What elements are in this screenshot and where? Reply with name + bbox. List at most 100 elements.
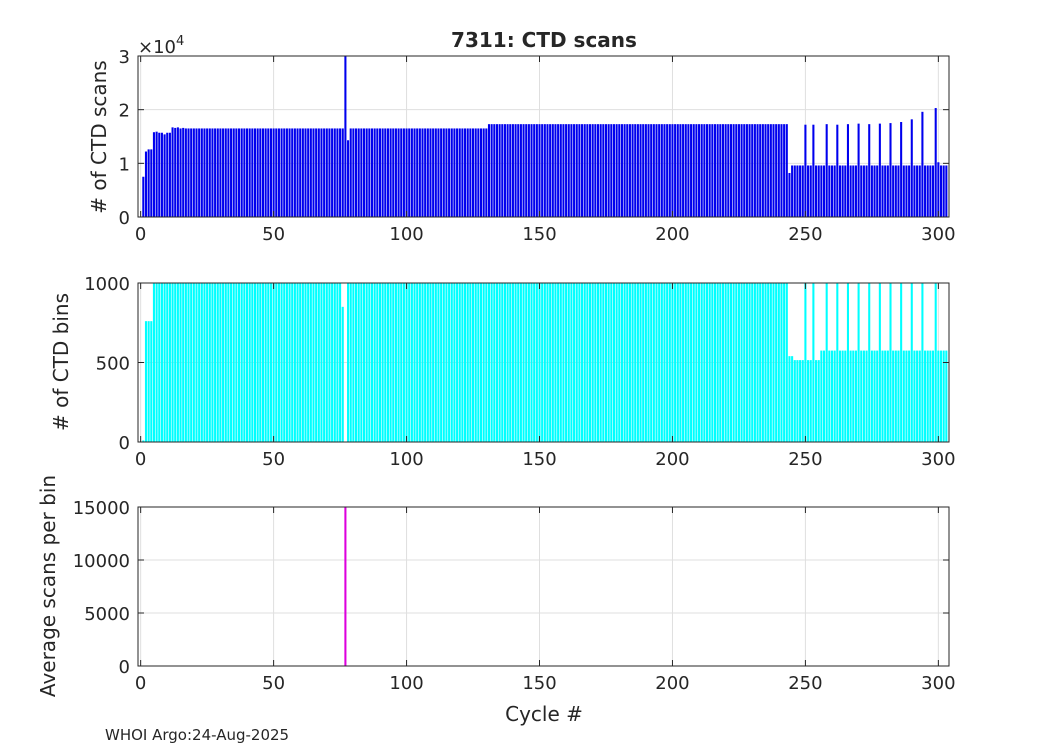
ctd-scans-bar bbox=[937, 162, 940, 217]
ctd-scans-bar bbox=[389, 128, 392, 217]
ctd-bins-bar bbox=[267, 283, 270, 442]
ctd-scans-bar bbox=[663, 124, 666, 217]
ctd-bins-bar bbox=[365, 283, 368, 442]
ctd-scans-xtick-label: 200 bbox=[655, 224, 689, 245]
ctd-scans-bar bbox=[892, 165, 895, 217]
ctd-scans-bar bbox=[384, 128, 387, 217]
ctd-bins-bar bbox=[272, 283, 275, 442]
ctd-bins-bar bbox=[222, 283, 225, 442]
ctd-scans-bar bbox=[607, 124, 610, 217]
ctd-bins-bar bbox=[299, 283, 302, 442]
ctd-scans-bar bbox=[623, 124, 626, 217]
ctd-bins-bar bbox=[588, 283, 592, 442]
ctd-scans-bar bbox=[312, 128, 315, 217]
ctd-bins-bar bbox=[285, 283, 288, 442]
ctd-scans-bar bbox=[628, 124, 631, 217]
ctd-scans-bar bbox=[479, 128, 483, 217]
ctd-scans-bar bbox=[368, 128, 371, 217]
ctd-bins-bar bbox=[331, 283, 334, 442]
ctd-bins-bar bbox=[671, 283, 674, 442]
ctd-bins-bar bbox=[549, 283, 552, 442]
ctd-scans-bar bbox=[743, 124, 746, 217]
ctd-scans-bar bbox=[942, 165, 945, 217]
ctd-scans-bar bbox=[251, 128, 254, 217]
ctd-scans-bar bbox=[485, 128, 488, 217]
ctd-bins-bar bbox=[530, 283, 533, 442]
ctd-bins-bar bbox=[179, 283, 182, 442]
ctd-scans-bar bbox=[261, 128, 265, 217]
ctd-scans-bar bbox=[283, 128, 286, 217]
ctd-bins-bar bbox=[450, 283, 453, 442]
ctd-scans-bar bbox=[751, 124, 754, 217]
ctd-bins-bar bbox=[339, 283, 342, 442]
ctd-scans-bar bbox=[711, 124, 714, 217]
ctd-bins-bar bbox=[793, 360, 796, 442]
ctd-scans-bar bbox=[413, 128, 416, 217]
ctd-bins-bar bbox=[416, 283, 419, 442]
ctd-scans-bar bbox=[764, 124, 767, 217]
ctd-bins-bar bbox=[495, 283, 499, 442]
scans-per-bin-xtick-label: 150 bbox=[522, 673, 556, 694]
ctd-bins-bar bbox=[485, 283, 488, 442]
footer-credit: WHOI Argo:24-Aug-2025 bbox=[105, 726, 289, 744]
ctd-bins-xtick-label: 50 bbox=[262, 449, 285, 470]
ctd-bins-bar bbox=[304, 283, 307, 442]
ctd-bins-bar bbox=[506, 283, 509, 442]
ctd-scans-bar bbox=[408, 128, 411, 217]
ctd-scans-bar bbox=[562, 124, 565, 217]
ctd-bins-bar bbox=[235, 283, 238, 442]
ctd-bins-bar bbox=[535, 283, 538, 442]
ctd-scans-bar bbox=[578, 124, 581, 217]
ctd-bins-bar bbox=[838, 350, 842, 442]
ctd-bins-bar bbox=[477, 283, 480, 442]
ctd-scans-bar bbox=[517, 124, 520, 217]
ctd-bins-ylabel: # of CTD bins bbox=[49, 293, 73, 431]
ctd-bins-bar bbox=[511, 283, 514, 442]
ctd-bins-bar bbox=[849, 350, 852, 442]
ctd-bins-bar bbox=[437, 283, 440, 442]
ctd-scans-bar bbox=[894, 165, 897, 217]
ctd-bins-bar bbox=[538, 283, 541, 442]
ctd-scans-bar bbox=[676, 124, 679, 217]
ctd-bins-bar bbox=[942, 350, 945, 442]
ctd-bins-bar bbox=[426, 283, 429, 442]
ctd-scans-bar bbox=[357, 128, 360, 217]
ctd-scans-exponent-power: 4 bbox=[176, 34, 184, 49]
ctd-scans-bar bbox=[615, 124, 618, 217]
ctd-bins-bar bbox=[809, 360, 812, 442]
ctd-scans-bar bbox=[232, 128, 235, 217]
ctd-bins-bar bbox=[408, 283, 411, 442]
ctd-scans-bar bbox=[176, 127, 179, 217]
ctd-bins-bar bbox=[421, 283, 424, 442]
ctd-bins-bar bbox=[551, 283, 554, 442]
ctd-scans-bar bbox=[788, 172, 791, 217]
ctd-bins-bar bbox=[198, 283, 201, 442]
ctd-scans-bar bbox=[272, 128, 275, 217]
ctd-bins-bar bbox=[517, 283, 520, 442]
ctd-scans-bar bbox=[533, 124, 536, 217]
ctd-scans-bar bbox=[878, 123, 881, 217]
ctd-bins-bar bbox=[357, 283, 360, 442]
ctd-bins-bar bbox=[482, 283, 485, 442]
ctd-scans-bar bbox=[799, 165, 802, 217]
ctd-bins-bar bbox=[910, 283, 913, 442]
ctd-scans-bar bbox=[402, 128, 405, 217]
ctd-scans-bar bbox=[288, 128, 291, 217]
ctd-bins-bar bbox=[275, 283, 278, 442]
ctd-scans-bar bbox=[538, 124, 541, 217]
ctd-scans-xtick-label: 0 bbox=[135, 224, 146, 245]
ctd-scans-bar bbox=[253, 128, 257, 217]
ctd-bins-bar bbox=[280, 283, 283, 442]
ctd-bins-bar bbox=[349, 283, 352, 442]
ctd-scans-bar bbox=[301, 128, 304, 217]
ctd-bins-bar bbox=[187, 283, 190, 442]
ctd-scans-bar bbox=[392, 128, 395, 217]
ctd-bins-bar bbox=[692, 283, 695, 442]
ctd-scans-bar bbox=[227, 128, 230, 217]
ctd-scans-bar bbox=[594, 124, 597, 217]
ctd-scans-bar bbox=[862, 165, 865, 217]
ctd-scans-bar bbox=[235, 128, 238, 217]
ctd-bins-bar bbox=[546, 283, 549, 442]
ctd-scans-bar bbox=[841, 165, 844, 217]
ctd-scans-bar bbox=[870, 165, 873, 217]
